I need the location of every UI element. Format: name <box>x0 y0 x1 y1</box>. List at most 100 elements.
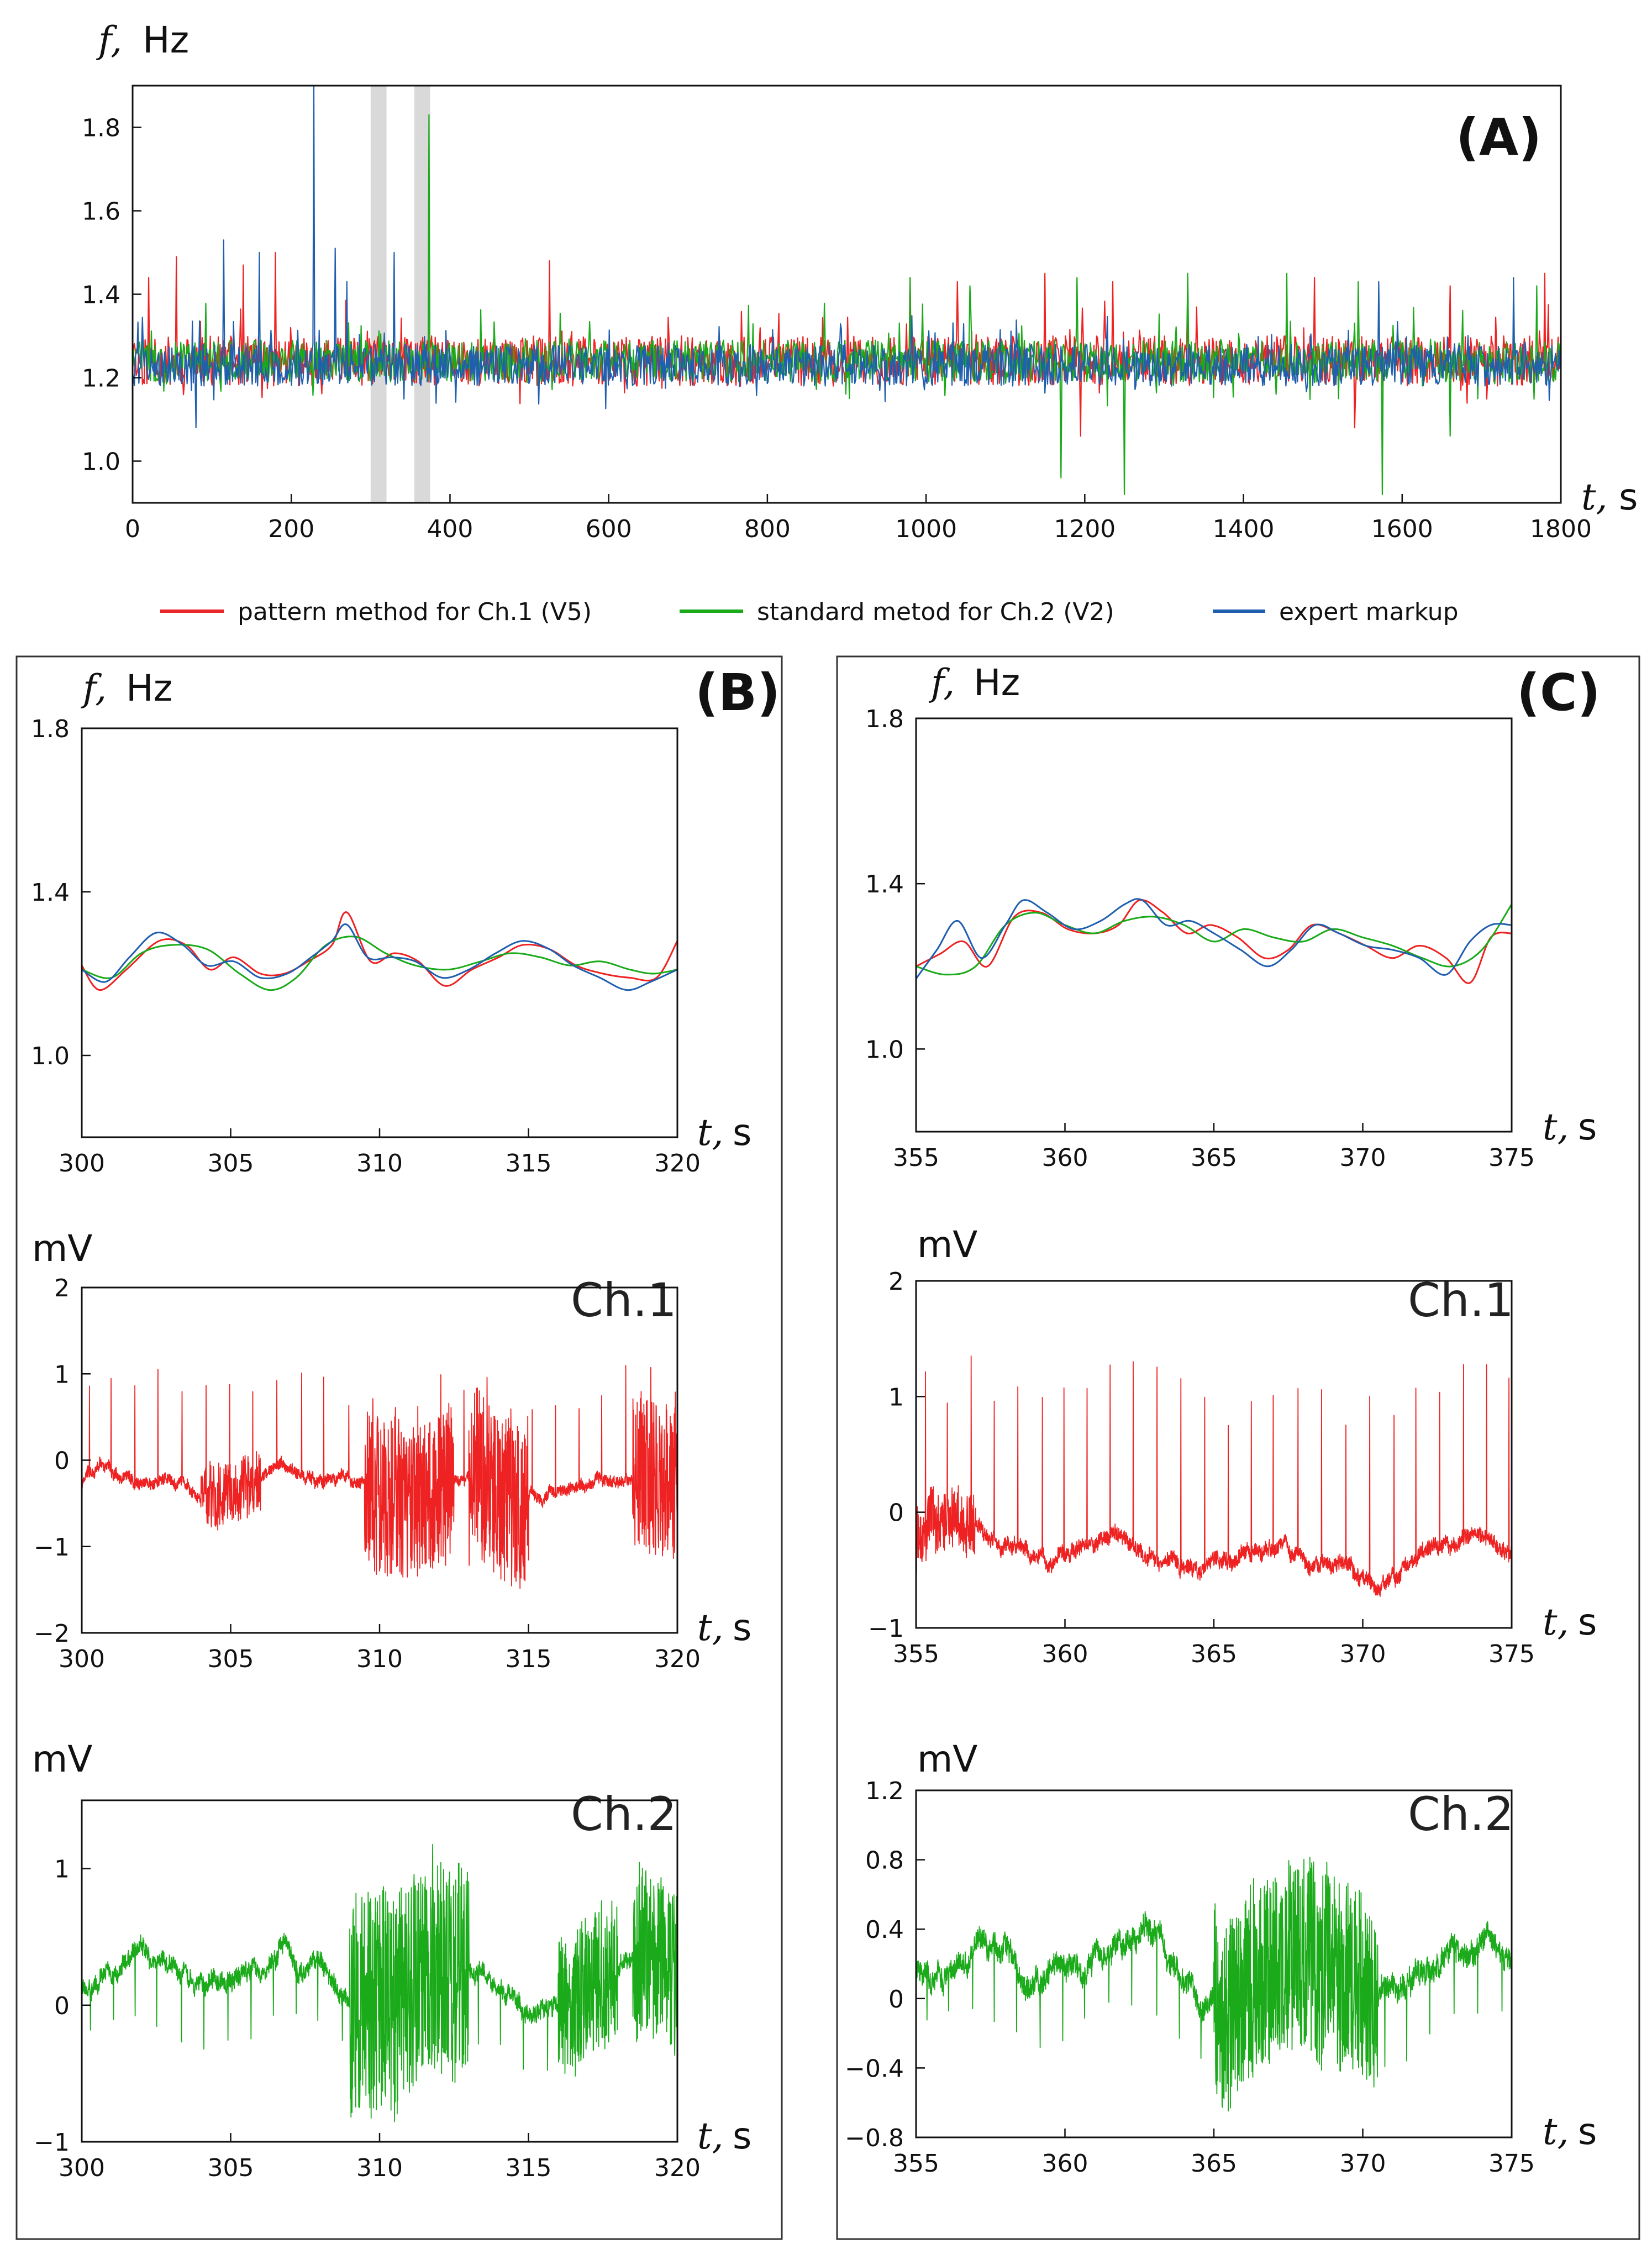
y-tick-label: −1 <box>868 1615 904 1643</box>
b-ch2-plot-area <box>82 1843 677 2122</box>
legend: pattern method for Ch.1 (V5) standard me… <box>160 598 1459 626</box>
x-tick-label: 1000 <box>895 515 957 543</box>
x-tick-label: 1800 <box>1530 515 1592 543</box>
c-ch1-xlabel-var: t, <box>1543 1601 1569 1643</box>
y-tick-label: 2 <box>54 1274 70 1302</box>
c-ch1-plot-area <box>916 1355 1512 1597</box>
x-tick-label: 370 <box>1340 1640 1386 1668</box>
b-ch1-xlabel-var: t, <box>697 1606 724 1649</box>
y-tick-label: 1.0 <box>865 1036 904 1064</box>
b-ch2-xlabel-unit: s <box>733 2115 751 2157</box>
x-tick-label: 310 <box>356 1645 403 1673</box>
c-ch2-xlabel-var: t, <box>1543 2110 1569 2153</box>
y-tick-label: 1.8 <box>31 715 70 743</box>
b-ch1-xlabel-unit: s <box>733 1606 751 1649</box>
y-tick-label: 1.2 <box>82 365 120 393</box>
plot-frame <box>81 1286 678 1634</box>
series-line-expert-markup <box>133 86 1561 429</box>
b-freq-xlabel-unit: s <box>733 1111 751 1154</box>
c-ch2-plot-area <box>916 1857 1512 2112</box>
b-ch1-ylabel: mV <box>32 1227 92 1270</box>
y-tick-label: 0 <box>54 1992 70 2020</box>
x-tick-label: 0 <box>125 515 140 543</box>
y-tick-label: −2 <box>34 1620 70 1648</box>
x-tick-label: 365 <box>1191 2150 1237 2178</box>
c-ch1-ylabel: mV <box>917 1223 977 1266</box>
x-tick-label: 315 <box>506 1645 552 1673</box>
y-tick-label: 0.8 <box>865 1847 904 1875</box>
y-tick-label: 0 <box>54 1447 70 1475</box>
x-tick-label: 355 <box>893 1144 939 1172</box>
plot-frame <box>915 1789 1513 2138</box>
y-tick-label: 0 <box>888 1985 904 2014</box>
x-tick-label: 300 <box>59 1645 105 1673</box>
y-tick-label: −0.8 <box>845 2124 904 2152</box>
x-tick-label: 375 <box>1488 1640 1535 1668</box>
x-tick-label: 305 <box>208 2154 254 2182</box>
c-ch2-channel-label: Ch.2 <box>1408 1787 1514 1841</box>
a-ylabel-var: f, <box>96 19 122 61</box>
series-line-standard-metod-for-ch-2-v2- <box>82 936 677 991</box>
series-line-expert-markup <box>82 923 677 991</box>
x-tick-label: 300 <box>59 1149 105 1178</box>
c-freq-ylabel-var: f, <box>928 661 955 704</box>
x-tick-label: 305 <box>208 1149 254 1178</box>
b-freq-xlabel-var: t, <box>697 1111 724 1154</box>
series-line-pattern-method-for-ch-1-v5- <box>916 899 1512 984</box>
b-freq-ylabel-var: f, <box>80 667 107 710</box>
y-tick-label: 0 <box>888 1499 904 1527</box>
plot-b-frequency: 300 305 310 315 320 1.0 1.4 1.8 <box>31 715 701 1178</box>
c-ch1-xlabel-unit: s <box>1578 1601 1597 1643</box>
x-tick-label: 305 <box>208 1645 254 1673</box>
c-freq-xlabel-var: t, <box>1543 1106 1569 1148</box>
plot-frame <box>81 727 678 1138</box>
shaded-window <box>414 86 430 503</box>
x-tick-label: 315 <box>506 1149 552 1178</box>
y-tick-label: 1.4 <box>865 870 904 898</box>
x-tick-label: 1600 <box>1371 515 1433 543</box>
y-tick-label: 1.6 <box>82 198 120 226</box>
y-tick-label: 1.0 <box>31 1042 70 1070</box>
x-tick-label: 1200 <box>1054 515 1116 543</box>
x-tick-label: 320 <box>654 2154 701 2182</box>
shaded-window <box>370 86 387 503</box>
legend-label-red: pattern method for Ch.1 (V5) <box>238 598 592 626</box>
c-ch2-ylabel: mV <box>917 1738 977 1780</box>
y-tick-label: −1 <box>34 1533 70 1562</box>
x-tick-label: 370 <box>1340 2150 1386 2178</box>
y-tick-label: −0.4 <box>845 2054 904 2083</box>
series-line-expert-markup <box>916 898 1512 980</box>
series-line-standard-metod-for-ch-2-v2- <box>133 114 1561 495</box>
y-tick-label: −1 <box>34 2129 70 2157</box>
x-tick-label: 375 <box>1488 1144 1535 1172</box>
plot-frame <box>915 717 1513 1133</box>
b-ch2-channel-label: Ch.2 <box>571 1787 677 1841</box>
panel-label-a: (A) <box>1456 108 1541 167</box>
y-tick-label: 1.8 <box>82 114 120 143</box>
panel-label-c: (C) <box>1517 663 1601 722</box>
x-tick-label: 600 <box>586 515 632 543</box>
y-tick-label: 1.2 <box>865 1777 904 1805</box>
c-freq-plot-area <box>916 898 1512 984</box>
c-freq-ylabel-unit: Hz <box>974 661 1020 704</box>
x-tick-label: 360 <box>1042 1640 1088 1668</box>
panel-b-frame <box>15 655 783 2240</box>
trace-ch-1 <box>82 1365 677 1589</box>
legend-label-blue: expert markup <box>1279 598 1459 626</box>
plot-b-channel-1: 300 305 310 315 320 −2 −1 0 1 2 <box>34 1274 701 1673</box>
x-tick-label: 370 <box>1340 1144 1386 1172</box>
y-tick-label: 1 <box>54 1360 70 1389</box>
panel-c-frame <box>836 655 1640 2240</box>
a-plot-area <box>133 86 1561 503</box>
x-tick-label: 355 <box>893 2150 939 2178</box>
x-tick-label: 310 <box>356 1149 403 1178</box>
plot-a: 0 200 400 600 800 1000 1200 1400 1600 1800 1.0 1.2 1… <box>82 85 1592 543</box>
x-tick-label: 375 <box>1488 2150 1535 2178</box>
y-tick-label: 2 <box>888 1268 904 1296</box>
plot-c-frequency: 355 360 365 370 375 1.0 1.4 1.8 <box>865 705 1535 1172</box>
b-ch2-ylabel: mV <box>32 1738 92 1780</box>
c-freq-xlabel-unit: s <box>1578 1106 1597 1148</box>
trace-ch-1 <box>916 1355 1512 1597</box>
x-tick-label: 315 <box>506 2154 552 2182</box>
